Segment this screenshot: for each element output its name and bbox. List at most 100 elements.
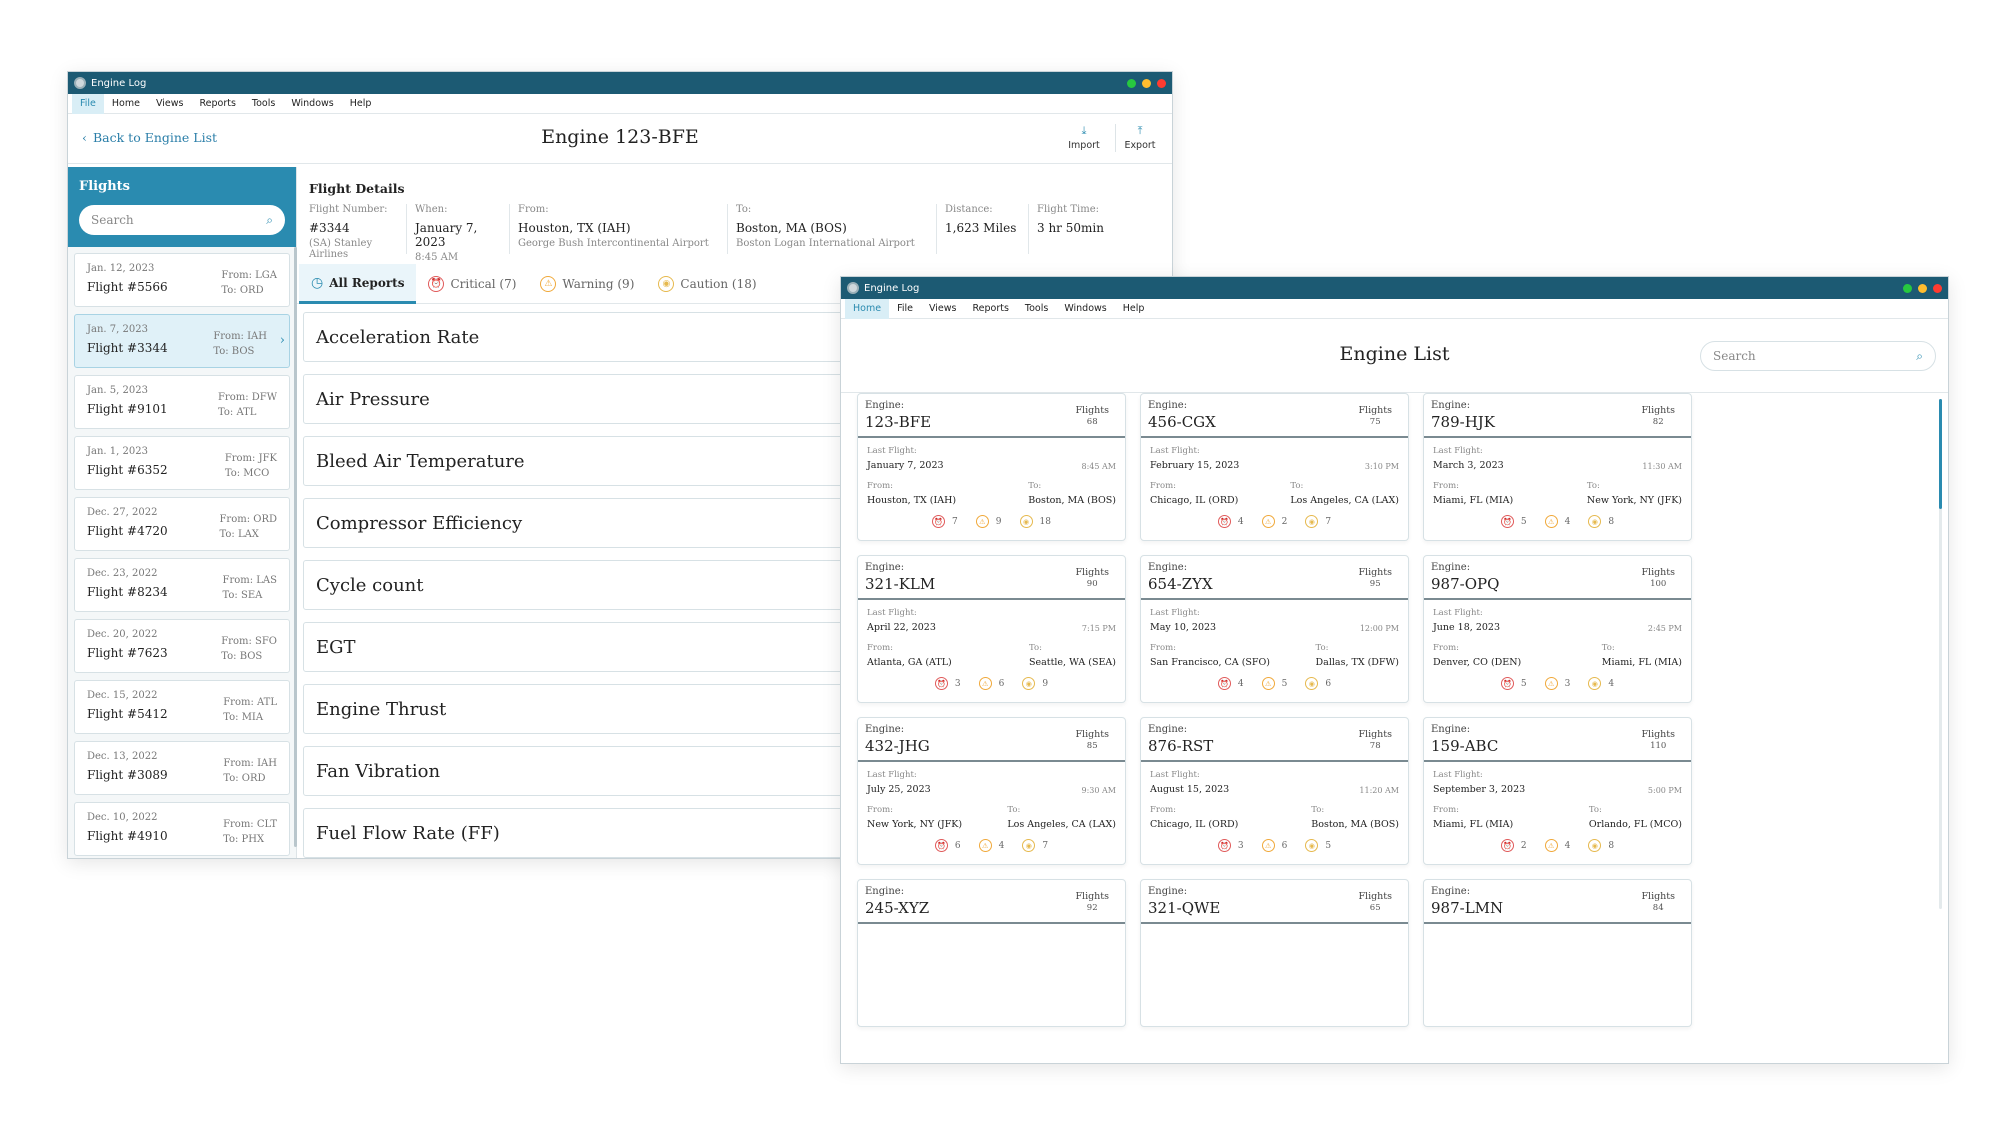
- flight-route: From: IAH To: BOS: [213, 329, 267, 359]
- menu-file[interactable]: File: [897, 302, 913, 314]
- engine-label: Engine:: [865, 562, 905, 573]
- flight-list-item[interactable]: Jan. 5, 2023 Flight #9101 From: DFW To: ATL: [74, 375, 290, 429]
- close-button[interactable]: [1933, 283, 1942, 293]
- last-flight-date: January 7, 2023: [867, 460, 944, 471]
- flight-list-item[interactable]: Dec. 10, 2022 Flight #4910 From: CLT To: PH…: [74, 802, 290, 856]
- route-from: From: Miami, FL (MIA): [1433, 805, 1513, 830]
- engine-card[interactable]: Engine: 321-KLM Flights 90 Last Flight: April…: [857, 555, 1126, 703]
- menu-views[interactable]: Views: [928, 302, 957, 314]
- engine-card[interactable]: Engine: 987-LMN Flights 84: [1423, 879, 1692, 1027]
- flight-list-scrollbar[interactable]: [294, 247, 297, 847]
- flight-route: From: DFW To: ATL: [218, 390, 277, 420]
- tab-all-reports[interactable]: ◷ All Reports: [299, 264, 417, 304]
- from-label: From:: [518, 204, 549, 215]
- caution-value: 5: [1325, 840, 1332, 851]
- to-label: To:: [1028, 643, 1042, 653]
- minimize-button[interactable]: [1142, 78, 1151, 88]
- import-label: Import: [1068, 140, 1100, 151]
- export-button[interactable]: ⤒ Export: [1120, 124, 1160, 151]
- titlebar: Engine Log: [841, 277, 1948, 299]
- route-to: To: Boston, MA (BOS): [1028, 481, 1116, 506]
- flights-count: Flights 75: [1358, 405, 1392, 427]
- search-icon[interactable]: ⌕: [266, 212, 273, 227]
- menu-help[interactable]: Help: [349, 97, 372, 109]
- menu-views[interactable]: Views: [155, 97, 184, 109]
- menu-tools[interactable]: Tools: [251, 97, 276, 109]
- engine-list-scrollbar[interactable]: [1939, 399, 1942, 509]
- engine-card[interactable]: Engine: 321-QWE Flights 65: [1140, 879, 1409, 1027]
- flights-count: Flights 95: [1358, 567, 1392, 589]
- engine-card[interactable]: Engine: 654-ZYX Flights 95 Last Flight: May 1…: [1140, 555, 1409, 703]
- menu-windows[interactable]: Windows: [291, 97, 334, 109]
- back-link[interactable]: ‹ Back to Engine List: [82, 130, 217, 145]
- engine-label: Engine:: [1431, 886, 1471, 897]
- alarm-icon: ⏰: [934, 677, 948, 690]
- tab-critical[interactable]: ⏰ Critical (7): [416, 264, 528, 304]
- tab-caution[interactable]: ◉ Caution (18): [646, 264, 768, 304]
- maximize-button[interactable]: [1903, 283, 1912, 293]
- tab-warning[interactable]: ⚠ Warning (9): [528, 264, 646, 304]
- from-city: Miami, FL (MIA): [1433, 819, 1514, 830]
- flight-search-input[interactable]: Search ⌕: [79, 205, 285, 235]
- warning-count: ⚠ 3: [1544, 677, 1570, 690]
- engine-card[interactable]: Engine: 123-BFE Flights 68 Last Flight: Janua…: [857, 393, 1126, 541]
- details-title: Flight Details: [309, 181, 405, 196]
- menu-file[interactable]: File: [72, 93, 104, 114]
- flight-list-item[interactable]: Dec. 23, 2022 Flight #8234 From: LAS To: SE…: [74, 558, 290, 612]
- close-button[interactable]: [1157, 78, 1166, 88]
- flight-list-item[interactable]: Dec. 13, 2022 Flight #3089 From: IAH To: OR…: [74, 741, 290, 795]
- app-title: Engine Log: [91, 77, 147, 89]
- flight-route: From: JFK To: MCO: [225, 451, 277, 481]
- maximize-button[interactable]: [1127, 78, 1136, 88]
- flight-list-item[interactable]: Dec. 15, 2022 Flight #5412 From: ATL To: MI…: [74, 680, 290, 734]
- engine-card[interactable]: Engine: 432-JHG Flights 85 Last Flight: July …: [857, 717, 1126, 865]
- engine-search-input[interactable]: Search ⌕: [1700, 341, 1936, 371]
- minimize-button[interactable]: [1918, 283, 1927, 293]
- to-city: Dallas, TX (DFW): [1315, 657, 1399, 668]
- route-from: From: Atlanta, GA (ATL): [867, 643, 952, 668]
- from-city: Houston, TX (IAH): [867, 495, 957, 506]
- engine-label: Engine:: [865, 724, 905, 735]
- engine-card[interactable]: Engine: 876-RST Flights 78 Last Flight: Augus…: [1140, 717, 1409, 865]
- engine-card[interactable]: Engine: 987-OPQ Flights 100 Last Flight: June…: [1423, 555, 1692, 703]
- engine-card[interactable]: Engine: 245-XYZ Flights 92: [857, 879, 1126, 1027]
- menu-tools[interactable]: Tools: [1024, 302, 1049, 314]
- engine-card[interactable]: Engine: 456-CGX Flights 75 Last Flight: Febru…: [1140, 393, 1409, 541]
- flight-number: Flight #9101: [87, 402, 168, 416]
- to-label: To:: [1028, 481, 1042, 491]
- warning-value: 4: [1564, 516, 1571, 527]
- titlebar: Engine Log: [68, 72, 1172, 94]
- menu-reports[interactable]: Reports: [199, 97, 236, 109]
- caution-count: ◉ 7: [1305, 515, 1331, 528]
- eye-icon: ◉: [1022, 839, 1036, 852]
- menu-windows[interactable]: Windows: [1064, 302, 1107, 314]
- flights-count: Flights 68: [1075, 405, 1109, 427]
- menu-home[interactable]: Home: [845, 298, 890, 319]
- flight-list-item[interactable]: Jan. 12, 2023 Flight #5566 From: LGA To: OR…: [74, 253, 290, 307]
- warning-count: ⚠ 9: [975, 515, 1002, 528]
- flight-list-item[interactable]: Jan. 7, 2023 Flight #3344 From: IAH To: BOS…: [74, 314, 290, 368]
- import-button[interactable]: ⤓ Import: [1064, 124, 1104, 151]
- detail-to: To: Boston, MA (BOS) Boston Logan Intern…: [728, 204, 937, 254]
- route-to: To: Los Angeles, CA (LAX): [1007, 805, 1116, 830]
- menu-home[interactable]: Home: [111, 97, 140, 109]
- flight-date: Dec. 13, 2022: [87, 751, 158, 762]
- route-to: To: Miami, FL (MIA): [1602, 643, 1682, 668]
- flight-time-value: 3 hr 50min: [1037, 221, 1104, 235]
- flight-route: From: CLT To: PHX: [223, 817, 277, 847]
- flight-list-item[interactable]: Dec. 20, 2022 Flight #7623 From: SFO To: BO…: [74, 619, 290, 673]
- menu-help[interactable]: Help: [1122, 302, 1145, 314]
- engine-card-body: Last Flight: January 7, 2023 8:45 AM From: H…: [858, 438, 1125, 536]
- warning-count: ⚠ 4: [1544, 515, 1571, 528]
- engine-card[interactable]: Engine: 789-HJK Flights 82 Last Flight: March…: [1423, 393, 1692, 541]
- from-city: Chicago, IL (ORD): [1150, 819, 1239, 830]
- engine-card[interactable]: Engine: 159-ABC Flights 110 Last Flight: Sept…: [1423, 717, 1692, 865]
- engine-id: 321-KLM: [865, 575, 936, 593]
- flight-list-item[interactable]: Dec. 27, 2022 Flight #4720 From: ORD To: LA…: [74, 497, 290, 551]
- search-placeholder: Search: [1713, 349, 1756, 363]
- flights-count: Flights 84: [1641, 891, 1675, 913]
- flight-list-item[interactable]: Jan. 1, 2023 Flight #6352 From: JFK To: MCO: [74, 436, 290, 490]
- search-icon[interactable]: ⌕: [1916, 348, 1923, 363]
- engine-card-header: Engine: 321-QWE Flights 65: [1141, 880, 1408, 924]
- menu-reports[interactable]: Reports: [972, 302, 1009, 314]
